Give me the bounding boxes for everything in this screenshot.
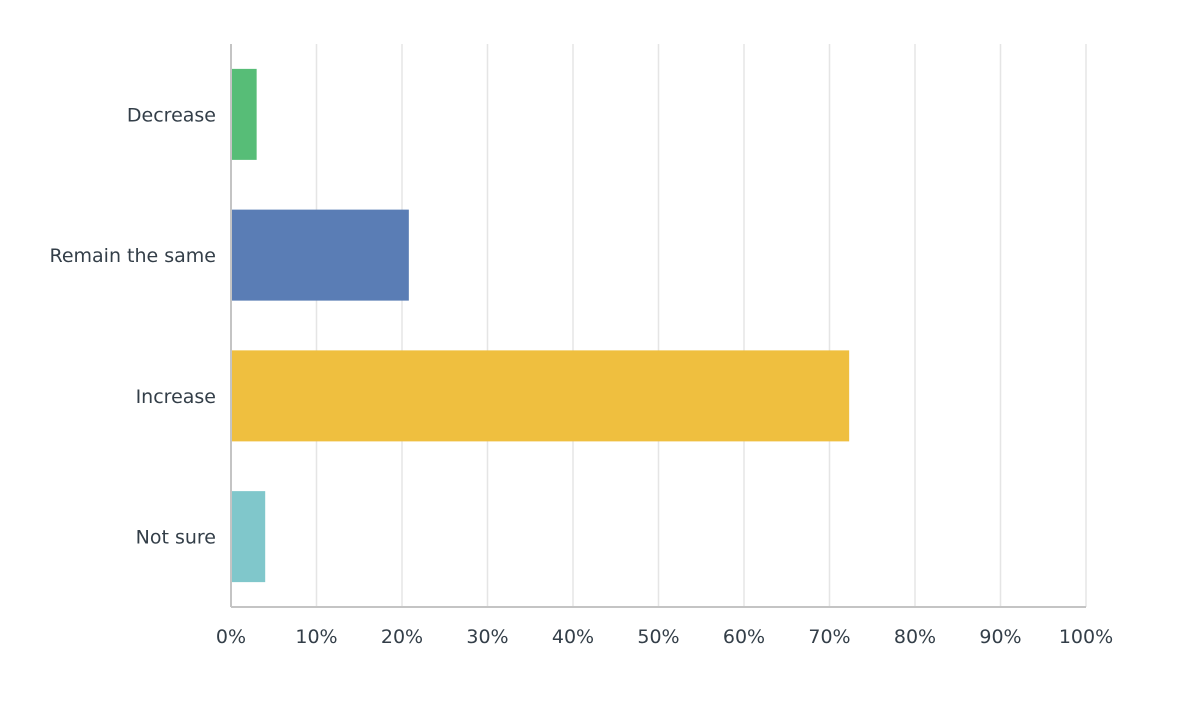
x-tick-label-30pct: 30% [466,626,508,648]
x-tick-label-70pct: 70% [808,626,850,648]
bars [231,68,850,583]
x-tick-label-60pct: 60% [723,626,765,648]
x-tick-label-100pct: 100% [1059,626,1113,648]
bar-remain-the-same[interactable] [231,209,409,301]
x-tick-labels: 0% 10% 20% 30% 40% 50% 60% 70% 80% 90% 100% [216,626,1113,648]
x-tick-label-50pct: 50% [637,626,679,648]
bar-not-sure[interactable] [231,491,266,583]
x-tick-label-40pct: 40% [552,626,594,648]
axes [230,44,1086,608]
x-tick-label-80pct: 80% [894,626,936,648]
x-tick-label-20pct: 20% [381,626,423,648]
category-label-not-sure: Not sure [136,527,216,549]
bar-decrease[interactable] [231,68,257,160]
category-label-decrease: Decrease [127,104,216,126]
category-labels: Decrease Remain the same Increase Not sure [49,104,216,548]
x-tick-label-10pct: 10% [295,626,337,648]
category-label-increase: Increase [136,386,216,408]
category-label-remain-the-same: Remain the same [49,245,216,267]
x-tick-label-0pct: 0% [216,626,246,648]
bar-increase[interactable] [231,350,850,442]
gridlines [315,44,1087,607]
x-tick-label-90pct: 90% [979,626,1021,648]
